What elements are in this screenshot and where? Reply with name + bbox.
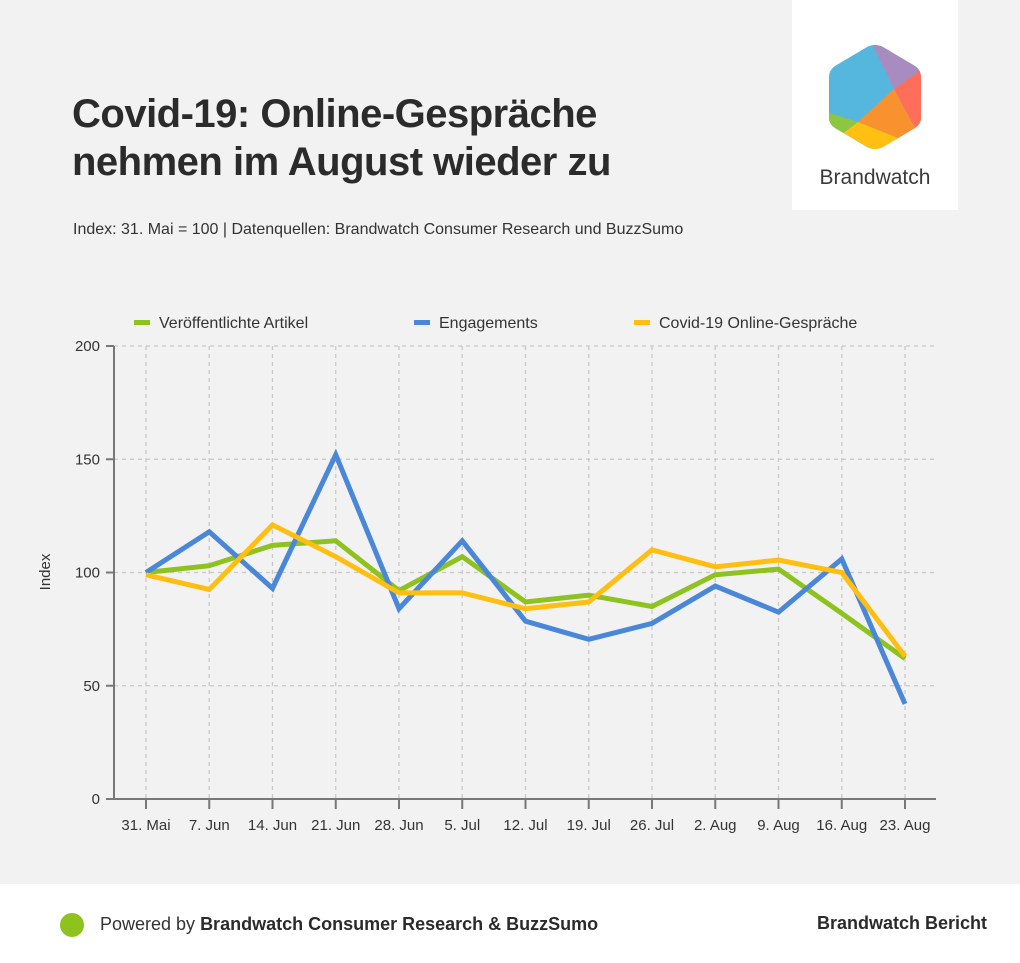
legend-swatch (414, 320, 430, 325)
series-line-ver-ffentlichte-artikel (145, 538, 907, 661)
y-tick-label: 0 (92, 791, 100, 808)
x-tick-label: 31. Mai (121, 817, 170, 834)
legend-label: Covid-19 Online-Gespräche (659, 315, 857, 332)
logo-orange-segment (858, 89, 916, 138)
legend-swatch (634, 320, 650, 325)
x-tick-label: 19. Jul (567, 817, 611, 834)
x-tick-label: 7. Jun (189, 817, 230, 834)
y-tick-label: 150 (75, 451, 100, 468)
footer: Powered by Brandwatch Consumer Research … (0, 884, 1020, 963)
series-lines (144, 448, 908, 705)
brandwatch-logo: Brandwatch (792, 0, 958, 210)
brandwatch-hexagon-icon (829, 45, 921, 149)
chart-title-line-2: nehmen im August wieder zu (72, 140, 611, 184)
footer-dot-icon (60, 913, 84, 937)
x-tick-label: 28. Jun (374, 817, 423, 834)
line-chart: 0 50 100 150 200 31. Mai 7. Jun 14. Jun 21. Jun 2… (37, 315, 936, 834)
x-tick-label: 2. Aug (694, 817, 737, 834)
x-tick-label: 5. Jul (444, 817, 480, 834)
grid (114, 345, 936, 799)
legend-swatch (134, 320, 150, 325)
x-tick-label: 26. Jul (630, 817, 674, 834)
footer-report-label: Brandwatch Bericht (816, 913, 987, 933)
y-tick-label: 50 (83, 678, 100, 695)
y-tick-label: 200 (75, 338, 100, 355)
footer-powered-sources: Brandwatch Consumer Research & BuzzSumo (200, 914, 599, 934)
x-tick-label: 12. Jul (503, 817, 547, 834)
x-tick-label: 9. Aug (757, 817, 800, 834)
legend: Veröffentlichte Artikel Engagements Covid-… (134, 315, 857, 332)
x-tick-label: 23. Aug (880, 817, 931, 834)
y-tick-label: 100 (75, 565, 100, 582)
chart-title: Covid-19: Online-Gespräche nehmen im Aug… (72, 90, 611, 186)
legend-label: Veröffentlichte Artikel (159, 315, 308, 332)
axes: 0 50 100 150 200 31. Mai 7. Jun 14. Jun 21. Jun 2… (75, 338, 936, 834)
series-line-engagements (144, 448, 908, 705)
x-tick-label: 21. Jun (311, 817, 360, 834)
chart-title-line-1: Covid-19: Online-Gespräche (72, 92, 597, 136)
x-tick-label: 14. Jun (248, 817, 297, 834)
chart-subtitle: Index: 31. Mai = 100 | Datenquellen: Bra… (73, 221, 684, 238)
y-axis-label: Index (37, 553, 54, 590)
footer-powered-by: Powered by Brandwatch Consumer Research … (100, 914, 598, 935)
legend-label: Engagements (439, 315, 538, 332)
series-line-covid-19-online-gespr-che (145, 521, 907, 658)
logo-red-segment (894, 68, 921, 134)
logo-text: Brandwatch (819, 166, 931, 189)
x-tick-label: 16. Aug (816, 817, 867, 834)
footer-powered-prefix: Powered by (100, 914, 201, 934)
